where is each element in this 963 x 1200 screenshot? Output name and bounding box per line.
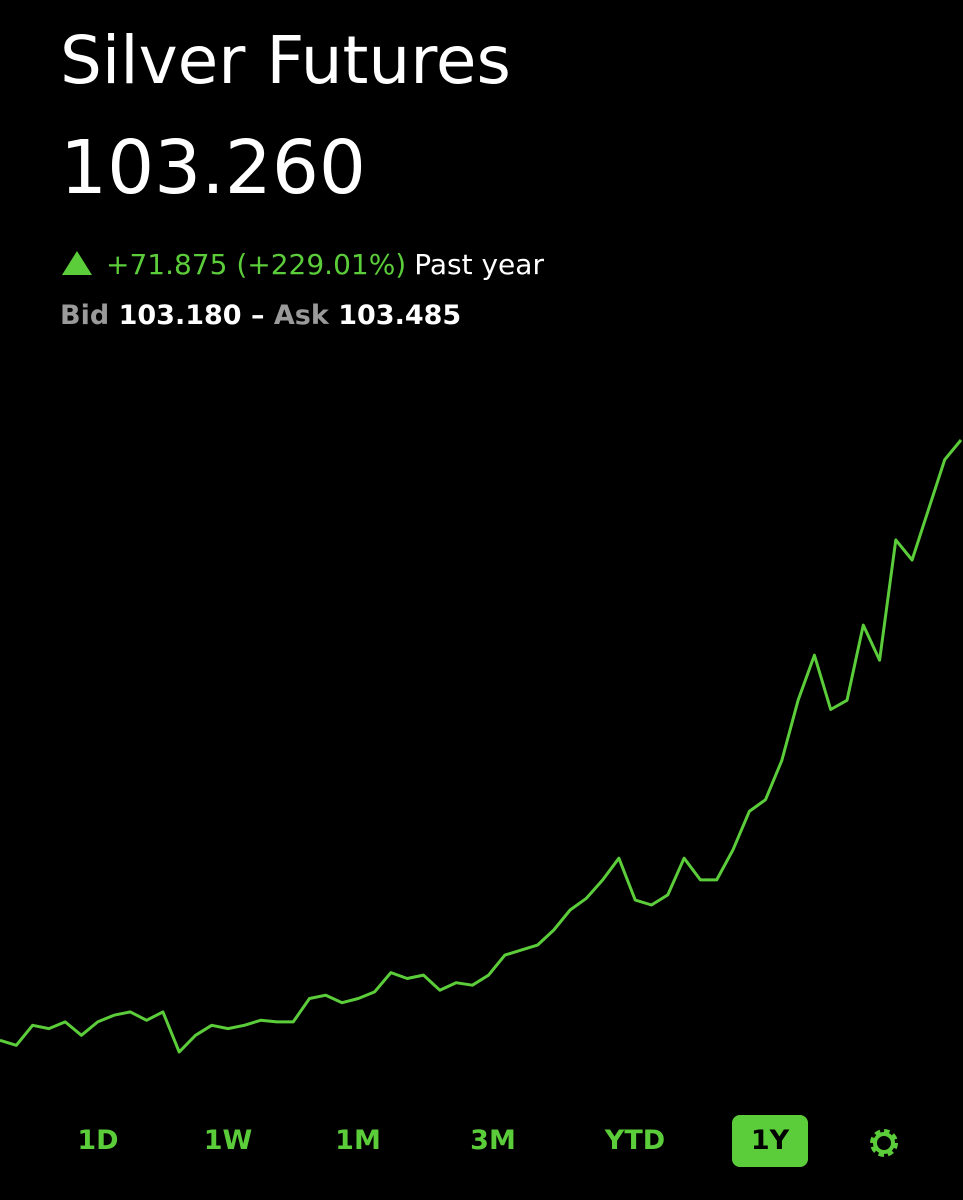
settings-icon[interactable]	[864, 1123, 904, 1163]
chart	[0, 439, 963, 1054]
price: 103.260	[60, 125, 367, 211]
separator: –	[250, 300, 265, 331]
bid-ask: Bid 103.180 – Ask 103.485	[60, 300, 461, 331]
ask-label: Ask	[273, 300, 329, 331]
up-arrow	[62, 251, 92, 275]
change-value: +71.875 (+229.01%)	[106, 248, 407, 281]
price-line	[0, 439, 963, 1054]
range-button[interactable]: 1W	[203, 1125, 253, 1156]
range-button[interactable]: 1M	[335, 1125, 381, 1156]
period: Past year	[414, 248, 544, 281]
range-button[interactable]: YTD	[604, 1125, 666, 1156]
range-buttons: 1D 1W 1M 3M YTD 1Y	[0, 1115, 963, 1169]
ask: 103.485	[338, 300, 462, 331]
range-button[interactable]: 1D	[77, 1125, 119, 1156]
title: Silver Futures	[60, 22, 511, 99]
range-button[interactable]: 3M	[470, 1125, 516, 1156]
bid-label: Bid	[60, 300, 110, 331]
bid: 103.180	[118, 300, 242, 331]
change: +71.875 (+229.01%) Past year	[62, 248, 544, 281]
range-button[interactable]: 1Y	[732, 1115, 808, 1167]
